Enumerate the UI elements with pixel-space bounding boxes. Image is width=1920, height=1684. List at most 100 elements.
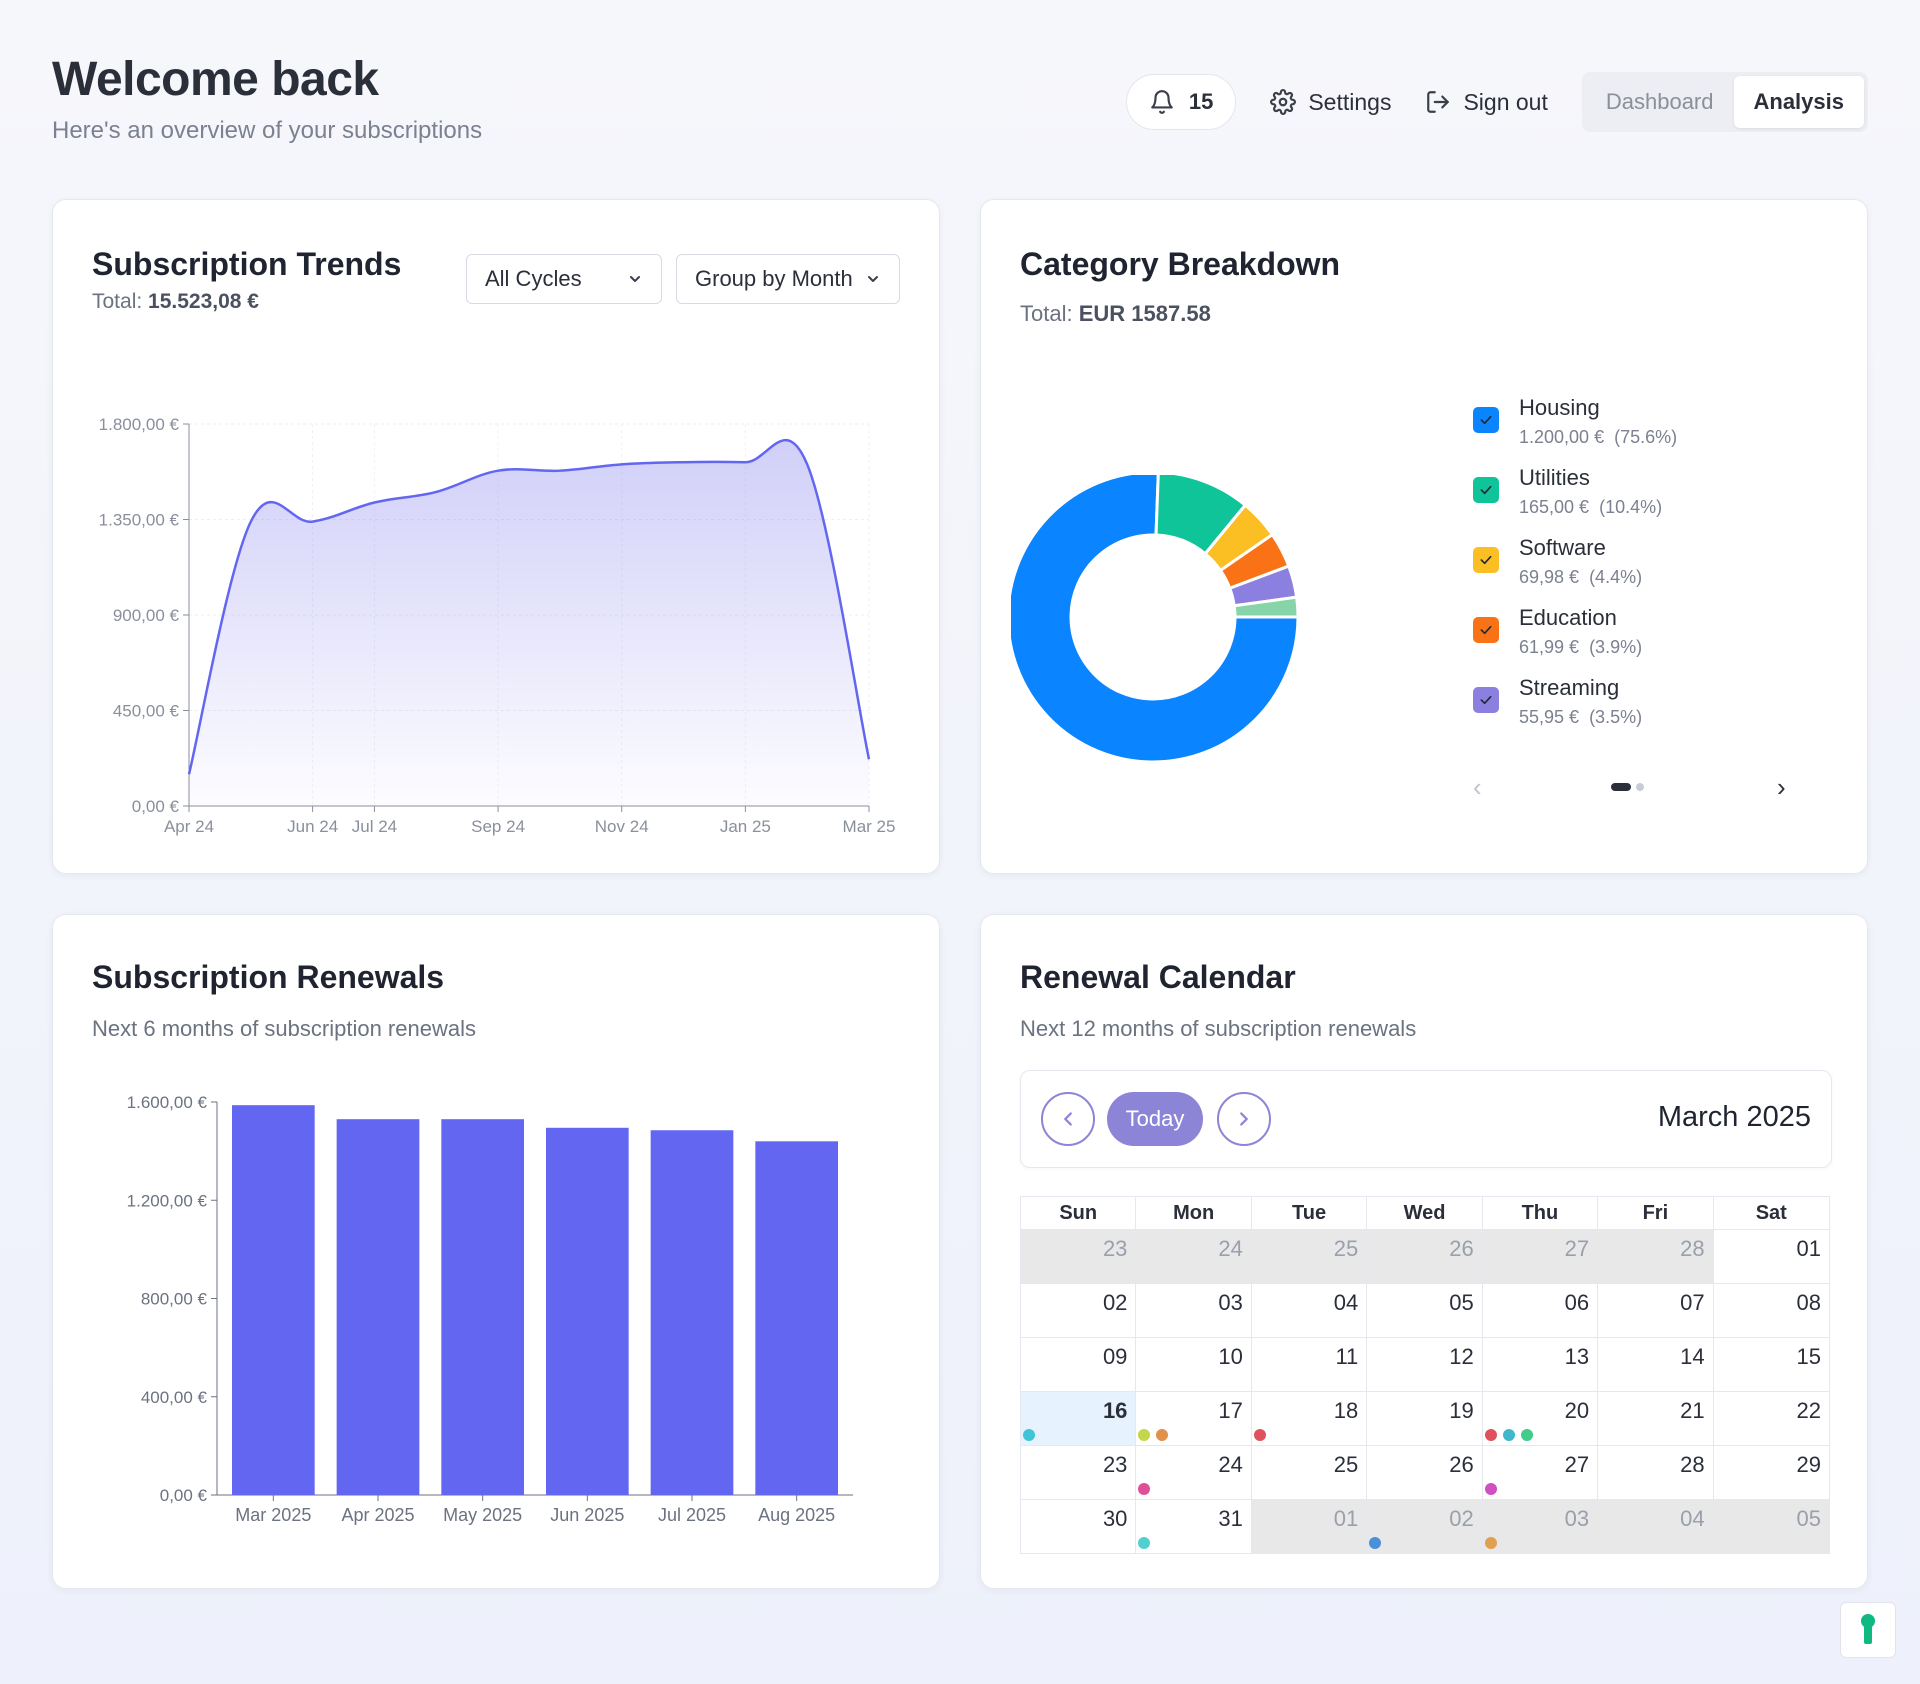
pager-dot-active[interactable]	[1611, 783, 1631, 791]
renewal-event-dot[interactable]	[1484, 1429, 1497, 1441]
day-number: 31	[1218, 1506, 1243, 1531]
x-tick-label: Mar 2025	[235, 1505, 311, 1525]
calendar-day[interactable]: 08	[1713, 1283, 1829, 1337]
calendar-day[interactable]: 05	[1367, 1283, 1483, 1337]
key-button[interactable]	[1840, 1602, 1896, 1658]
day-number: 23	[1102, 1452, 1128, 1477]
day-number: 18	[1333, 1398, 1359, 1423]
checkbox-icon[interactable]	[1473, 407, 1499, 433]
notifications-button[interactable]: 15	[1125, 74, 1237, 130]
today-button[interactable]: Today	[1107, 1092, 1203, 1146]
calendar-day[interactable]: 31	[1136, 1499, 1252, 1553]
calendar-day[interactable]: 12	[1367, 1337, 1483, 1391]
cycle-select[interactable]: All Cycles	[466, 254, 662, 304]
keyhole-icon	[1861, 1614, 1875, 1644]
calendar-day[interactable]: 28	[1598, 1445, 1714, 1499]
calendar-month-label: March 2025	[1657, 1101, 1811, 1133]
weekday-thu: Thu	[1483, 1197, 1599, 1229]
legend-value: 61,99 € (3.9%)	[1519, 637, 1643, 657]
calendar-day[interactable]: 09	[1021, 1337, 1137, 1391]
legend-value: 69,98 € (4.4%)	[1519, 567, 1643, 587]
legend-item-utilities[interactable]: Utilities 165,00 € (10.4%)	[1473, 465, 1677, 535]
checkbox-icon[interactable]	[1473, 547, 1499, 573]
calendar-day[interactable]: 02	[1367, 1499, 1483, 1553]
calendar-day[interactable]: 15	[1713, 1337, 1829, 1391]
calendar-day[interactable]: 24	[1136, 1445, 1252, 1499]
renewal-event-dot[interactable]	[1369, 1537, 1382, 1549]
legend-item-education[interactable]: Education 61,99 € (3.9%)	[1473, 605, 1677, 675]
bell-icon	[1151, 90, 1173, 114]
calendar-day[interactable]: 04	[1598, 1499, 1714, 1553]
calendar-day[interactable]: 30	[1021, 1499, 1137, 1553]
chevron-left-icon	[1064, 1112, 1072, 1126]
calendar-day[interactable]: 07	[1598, 1283, 1714, 1337]
calendar-day[interactable]: 25	[1251, 1445, 1368, 1499]
next-month-button[interactable]	[1217, 1092, 1271, 1146]
y-tick-label: 800,00 €	[141, 1290, 208, 1309]
legend-item-housing[interactable]: Housing 1.200,00 € (75.6%)	[1473, 395, 1677, 465]
renewal-event-dot[interactable]	[1138, 1483, 1151, 1495]
pager-prev-icon[interactable]: ‹	[1473, 772, 1482, 802]
calendar-day[interactable]: 05	[1713, 1499, 1829, 1553]
checkbox-icon[interactable]	[1473, 687, 1499, 713]
legend-item-software[interactable]: Software 69,98 € (4.4%)	[1473, 535, 1677, 605]
y-tick-label: 400,00 €	[141, 1388, 208, 1407]
page-subtitle: Here's an overview of your subscriptions	[52, 117, 483, 144]
renewal-event-dot[interactable]	[1138, 1429, 1151, 1441]
tab-analysis[interactable]: Analysis	[1733, 76, 1864, 128]
calendar-day[interactable]: 18	[1251, 1391, 1368, 1445]
pager-dot[interactable]	[1636, 783, 1644, 791]
calendar-day[interactable]: 14	[1598, 1337, 1714, 1391]
calendar-day[interactable]: 24	[1136, 1229, 1252, 1283]
calendar-day[interactable]: 29	[1713, 1445, 1829, 1499]
day-number: 26	[1449, 1236, 1474, 1261]
day-number: 02	[1449, 1506, 1474, 1531]
calendar-day[interactable]: 22	[1713, 1391, 1829, 1445]
calendar-day[interactable]: 10	[1136, 1337, 1252, 1391]
calendar-day[interactable]: 28	[1598, 1229, 1714, 1283]
renewal-event-dot[interactable]	[1253, 1429, 1266, 1441]
bar-jul-2025	[650, 1130, 734, 1495]
calendar-day[interactable]: 26	[1367, 1229, 1483, 1283]
renewal-event-dot[interactable]	[1520, 1429, 1533, 1441]
chevron-right-icon	[1240, 1112, 1248, 1126]
checkbox-icon[interactable]	[1473, 617, 1499, 643]
renewal-event-dot[interactable]	[1156, 1429, 1169, 1441]
calendar-day[interactable]: 23	[1021, 1229, 1137, 1283]
tab-dashboard[interactable]: Dashboard	[1605, 89, 1714, 114]
checkbox-icon[interactable]	[1473, 477, 1499, 503]
calendar-day[interactable]: 27	[1482, 1445, 1599, 1499]
calendar-day[interactable]: 19	[1367, 1391, 1483, 1445]
renewal-event-dot[interactable]	[1023, 1429, 1035, 1441]
prev-month-button[interactable]	[1041, 1092, 1095, 1146]
calendar-day[interactable]: 20	[1482, 1391, 1599, 1445]
calendar-day[interactable]: 17	[1136, 1391, 1252, 1445]
pager-next-icon[interactable]: ›	[1777, 772, 1786, 802]
signout-button[interactable]: Sign out	[1425, 89, 1548, 116]
calendar-day[interactable]: 23	[1021, 1445, 1137, 1499]
calendar-day[interactable]: 03	[1136, 1283, 1252, 1337]
renewal-event-dot[interactable]	[1502, 1429, 1515, 1441]
calendar-day[interactable]: 02	[1021, 1283, 1137, 1337]
calendar-day[interactable]: 13	[1482, 1337, 1599, 1391]
x-tick-label: Jun 24	[287, 817, 338, 836]
calendar-day[interactable]: 11	[1251, 1337, 1368, 1391]
calendar-day[interactable]: 21	[1598, 1391, 1714, 1445]
calendar-day[interactable]: 01	[1251, 1499, 1368, 1553]
group-select[interactable]: Group by Month	[676, 254, 900, 304]
renewal-event-dot[interactable]	[1138, 1537, 1151, 1549]
calendar-day[interactable]: 03	[1482, 1499, 1599, 1553]
renewal-event-dot[interactable]	[1484, 1483, 1497, 1495]
calendar-day[interactable]: 06	[1482, 1283, 1599, 1337]
donut-slice-housing	[1011, 475, 1300, 764]
calendar-day-today[interactable]: 16	[1021, 1391, 1137, 1445]
calendar-day[interactable]: 01	[1713, 1229, 1829, 1283]
calendar-day[interactable]: 25	[1251, 1229, 1368, 1283]
legend-name: Software	[1519, 535, 1606, 560]
calendar-day[interactable]: 04	[1251, 1283, 1368, 1337]
legend-item-streaming[interactable]: Streaming 55,95 € (3.5%)	[1473, 675, 1677, 745]
renewal-event-dot[interactable]	[1484, 1537, 1497, 1549]
settings-button[interactable]: Settings	[1270, 89, 1391, 116]
calendar-day[interactable]: 27	[1482, 1229, 1599, 1283]
calendar-day[interactable]: 26	[1367, 1445, 1483, 1499]
